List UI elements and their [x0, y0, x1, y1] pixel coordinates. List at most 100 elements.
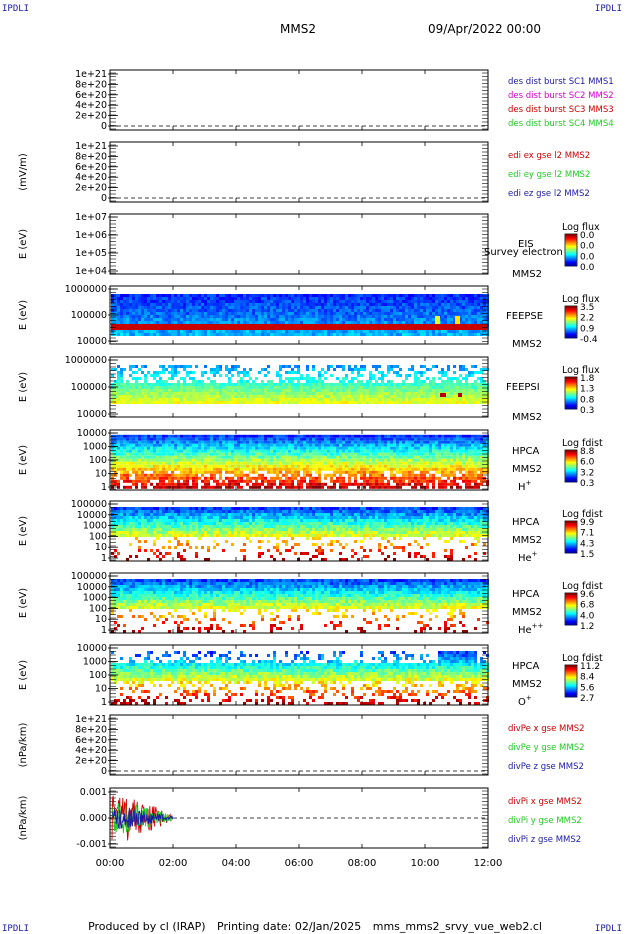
heatmap-cell [189, 383, 192, 386]
heatmap-cell [237, 321, 240, 324]
heatmap-cell [342, 368, 345, 371]
heatmap-cell [309, 312, 312, 315]
heatmap-cell [477, 309, 480, 312]
heatmap-cell [297, 368, 300, 371]
heatmap-cell [426, 389, 429, 392]
heatmap-cell [243, 395, 246, 398]
heatmap-cell [219, 333, 222, 336]
heatmap-cell [453, 333, 456, 336]
heatmap-cell [312, 392, 315, 395]
heatmap-cell [455, 316, 460, 324]
heatmap-cell [318, 315, 321, 318]
heatmap-cell [225, 452, 228, 456]
heatmap-cell [204, 371, 207, 374]
heatmap-cell [117, 371, 120, 374]
heatmap-cell [396, 395, 399, 398]
heatmap-cell [396, 330, 399, 333]
colorbar-tick-label: 0.0 [580, 231, 595, 241]
heatmap-cell [426, 443, 429, 447]
heatmap-cell [156, 467, 159, 471]
heatmap-cell [369, 321, 372, 324]
heatmap-cell [423, 437, 426, 441]
heatmap-cell [321, 401, 324, 404]
heatmap-cell [456, 297, 459, 300]
heatmap-cell [438, 306, 441, 309]
heatmap-cell [459, 318, 462, 321]
heatmap-cell [408, 455, 411, 459]
heatmap-cell [150, 300, 153, 303]
heatmap-cell [177, 312, 180, 315]
colorbar-cell [565, 388, 577, 390]
colorbar-cell [565, 306, 577, 308]
heatmap-cell [132, 389, 135, 392]
heatmap-cell [240, 452, 243, 456]
colorbar-cell [565, 253, 577, 255]
heatmap-cell [213, 315, 216, 318]
heatmap-cell [420, 389, 423, 392]
heatmap-cell [456, 446, 459, 450]
heatmap-cell [318, 300, 321, 303]
heatmap-cell [288, 365, 291, 368]
heatmap-cell [321, 321, 324, 324]
heatmap-cell [144, 464, 147, 468]
heatmap-cell [213, 452, 216, 456]
heatmap-cell [186, 398, 189, 401]
heatmap-cell [219, 446, 222, 450]
heatmap-cell [309, 383, 312, 386]
heatmap-cell [192, 443, 195, 447]
heatmap-cell [267, 315, 270, 318]
heatmap-cell [366, 437, 369, 441]
heatmap-cell [231, 294, 234, 297]
heatmap-cell [258, 309, 261, 312]
heatmap-cell [165, 300, 168, 303]
heatmap-cell [345, 470, 348, 474]
heatmap-cell [471, 389, 474, 392]
heatmap-cell [384, 398, 387, 401]
heatmap-cell [135, 330, 138, 333]
heatmap-cell [447, 303, 450, 306]
heatmap-cell [438, 395, 441, 398]
heatmap-cell [159, 294, 162, 297]
heatmap-cell [126, 461, 129, 465]
heatmap-cell [246, 464, 249, 468]
heatmap-cell [285, 333, 288, 336]
heatmap-cell [429, 461, 432, 465]
heatmap-cell [270, 386, 273, 389]
heatmap-cell [192, 392, 195, 395]
heatmap-cell [297, 464, 300, 468]
heatmap-cell [114, 392, 117, 395]
heatmap-cell [363, 333, 366, 336]
heatmap-cell [336, 321, 339, 324]
heatmap-cell [114, 297, 117, 300]
colorbar-cell [565, 322, 577, 324]
heatmap-cell [123, 306, 126, 309]
heatmap-cell [249, 461, 252, 465]
heatmap-cell [408, 446, 411, 450]
heatmap-cell [228, 318, 231, 321]
heatmap-cell [159, 389, 162, 392]
heatmap-cell [285, 306, 288, 309]
instrument-label: FEEPSI [506, 382, 540, 393]
heatmap-cell [408, 303, 411, 306]
heatmap-cell [324, 452, 327, 456]
heatmap-cell [465, 449, 468, 453]
heatmap-cell [198, 470, 201, 474]
heatmap-cell [237, 306, 240, 309]
heatmap-cell [297, 461, 300, 465]
heatmap-cell [186, 315, 189, 318]
heatmap-cell [300, 449, 303, 453]
heatmap-cell [279, 383, 282, 386]
heatmap-cell [198, 446, 201, 450]
colorbar-cell [565, 327, 577, 329]
heatmap-cell [204, 440, 207, 444]
heatmap-cell [420, 294, 423, 297]
heatmap-cell [135, 315, 138, 318]
heatmap-cell [222, 294, 225, 297]
heatmap-cell [393, 458, 396, 462]
colorbar-tick-label: 1.3 [580, 385, 594, 395]
heatmap-cell [423, 389, 426, 392]
heatmap-cell [165, 470, 168, 474]
heatmap-cell [255, 449, 258, 453]
y-axis-label: E (eV) [18, 372, 29, 402]
heatmap-cell [378, 321, 381, 324]
